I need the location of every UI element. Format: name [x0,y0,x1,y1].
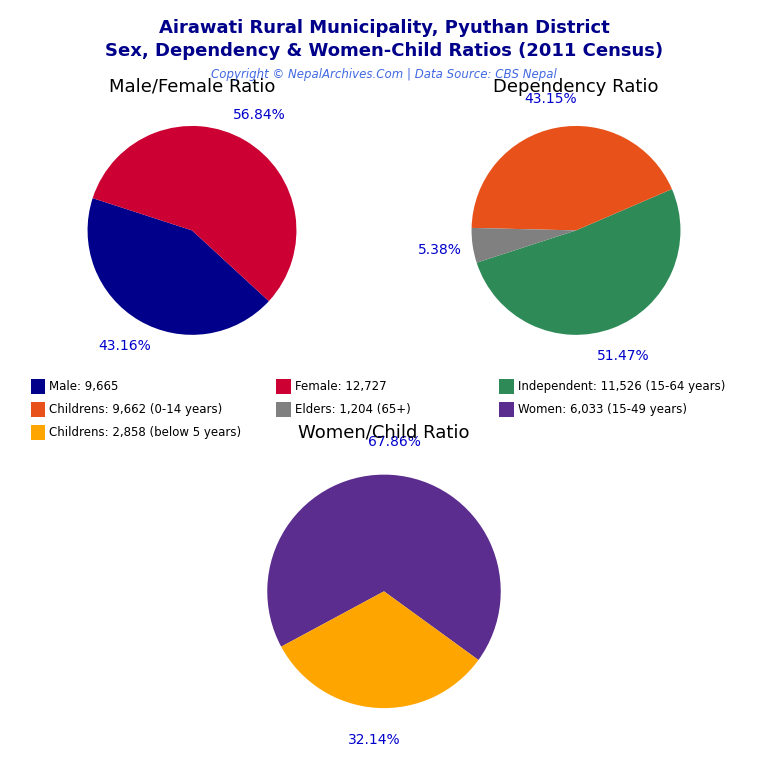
Wedge shape [477,189,680,335]
Wedge shape [281,591,478,708]
Text: Childrens: 9,662 (0-14 years): Childrens: 9,662 (0-14 years) [49,403,223,416]
Text: 5.38%: 5.38% [418,243,462,257]
Wedge shape [93,126,296,301]
Title: Male/Female Ratio: Male/Female Ratio [109,78,275,95]
Text: Sex, Dependency & Women-Child Ratios (2011 Census): Sex, Dependency & Women-Child Ratios (20… [105,42,663,60]
Wedge shape [267,475,501,660]
Wedge shape [472,228,576,263]
Wedge shape [88,198,269,335]
Text: 67.86%: 67.86% [368,435,420,449]
Text: 56.84%: 56.84% [233,108,286,122]
Wedge shape [472,126,672,230]
Text: 51.47%: 51.47% [597,349,650,362]
Text: 32.14%: 32.14% [348,733,400,747]
Title: Dependency Ratio: Dependency Ratio [493,78,659,95]
Text: Women: 6,033 (15-49 years): Women: 6,033 (15-49 years) [518,403,687,416]
Text: Male: 9,665: Male: 9,665 [49,380,118,393]
Text: Copyright © NepalArchives.Com | Data Source: CBS Nepal: Copyright © NepalArchives.Com | Data Sou… [211,68,557,81]
Title: Women/Child Ratio: Women/Child Ratio [298,423,470,441]
Text: 43.16%: 43.16% [98,339,151,353]
Text: Independent: 11,526 (15-64 years): Independent: 11,526 (15-64 years) [518,380,725,393]
Text: Female: 12,727: Female: 12,727 [295,380,386,393]
Text: Elders: 1,204 (65+): Elders: 1,204 (65+) [295,403,411,416]
Text: Childrens: 2,858 (below 5 years): Childrens: 2,858 (below 5 years) [49,426,241,439]
Text: 43.15%: 43.15% [525,92,577,106]
Text: Airawati Rural Municipality, Pyuthan District: Airawati Rural Municipality, Pyuthan Dis… [159,19,609,37]
